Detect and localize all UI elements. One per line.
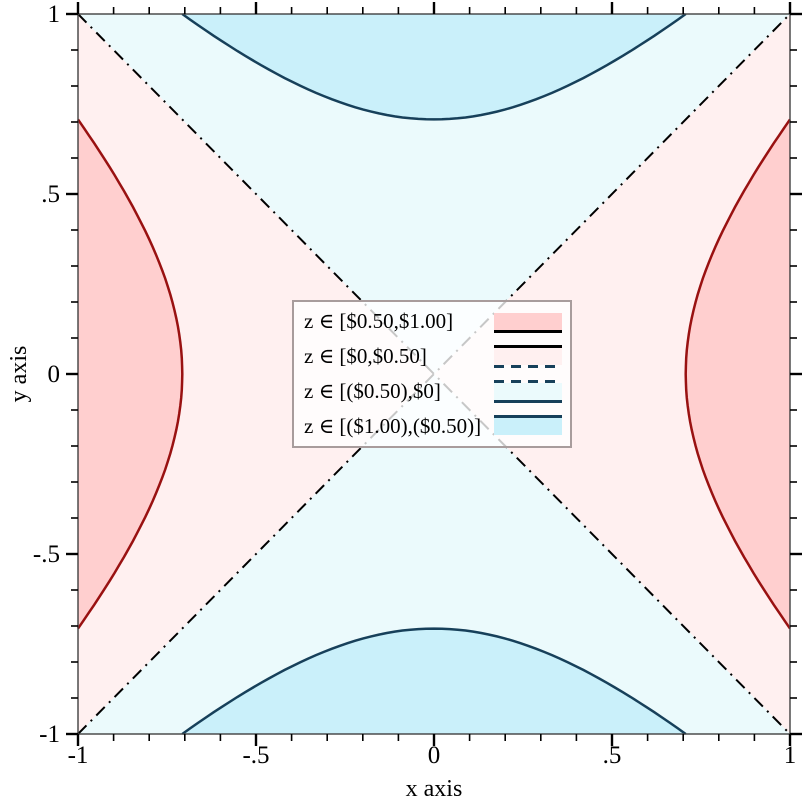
contour-line-zero: [77, 13, 791, 735]
region-neg1-to-neg0p5: [182, 628, 686, 734]
legend-row: z ∈ [$0,$0.50]: [304, 339, 562, 374]
y-tick-label: .5: [41, 181, 60, 208]
legend-swatch-top-line: [494, 415, 562, 418]
region-0p5-to-1: [78, 119, 183, 629]
legend-swatch-top-line: [494, 345, 562, 348]
legend: z ∈ [$0.50,$1.00] z ∈ [$0,$0.50] z ∈ [($…: [292, 300, 572, 448]
legend-label: z ∈ [($1.00),($0.50)]: [304, 414, 482, 438]
contour-line: [181, 627, 687, 736]
x-axis-title: x axis: [406, 776, 463, 802]
y-tick-label: -.5: [33, 541, 60, 568]
legend-swatch: [494, 345, 562, 368]
x-tick-label: -.5: [242, 742, 269, 769]
contour-line: [76, 118, 184, 630]
region-neg1-to-neg0p5: [182, 14, 686, 120]
legend-row: z ∈ [$0.50,$1.00]: [304, 304, 562, 339]
region-neg0p5-to-0: [78, 374, 790, 734]
x-tick-label: .5: [603, 742, 622, 769]
region-0p5-to-1: [685, 119, 790, 629]
legend-swatch: [494, 380, 562, 403]
x-tick-label: 1: [784, 742, 797, 769]
legend-swatch-fill: [494, 313, 562, 330]
y-tick-label: -1: [39, 721, 60, 748]
legend-row: z ∈ [($0.50),$0]: [304, 374, 562, 409]
contour-line: [684, 118, 792, 630]
legend-label: z ∈ [$0.50,$1.00]: [304, 309, 454, 333]
legend-swatch-fill: [494, 383, 562, 400]
legend-label: z ∈ [($0.50),$0]: [304, 379, 441, 403]
legend-swatch: [494, 310, 562, 333]
legend-swatch-fill: [494, 348, 562, 365]
legend-swatch: [494, 415, 562, 438]
legend-swatch-bottom-line: [494, 365, 562, 368]
x-tick-label: 0: [428, 742, 441, 769]
legend-swatch-bottom-line: [494, 330, 562, 333]
legend-swatch-top-line: [494, 380, 562, 383]
y-tick-label: 1: [48, 1, 61, 28]
legend-swatch-fill: [494, 418, 562, 435]
y-axis-title: y axis: [6, 346, 32, 403]
contour-line: [181, 12, 687, 121]
region-0-to-0p5: [78, 14, 434, 734]
x-tick-label: -1: [68, 742, 89, 769]
contour-line-zero: [77, 13, 791, 735]
legend-swatch-bottom-line: [494, 435, 562, 438]
legend-row: z ∈ [($1.00),($0.50)]: [304, 409, 562, 444]
legend-label: z ∈ [$0,$0.50]: [304, 344, 427, 368]
legend-swatch-bottom-line: [494, 400, 562, 403]
y-tick-label: 0: [48, 361, 61, 388]
region-0-to-0p5: [434, 14, 790, 734]
region-neg0p5-to-0: [78, 14, 790, 374]
